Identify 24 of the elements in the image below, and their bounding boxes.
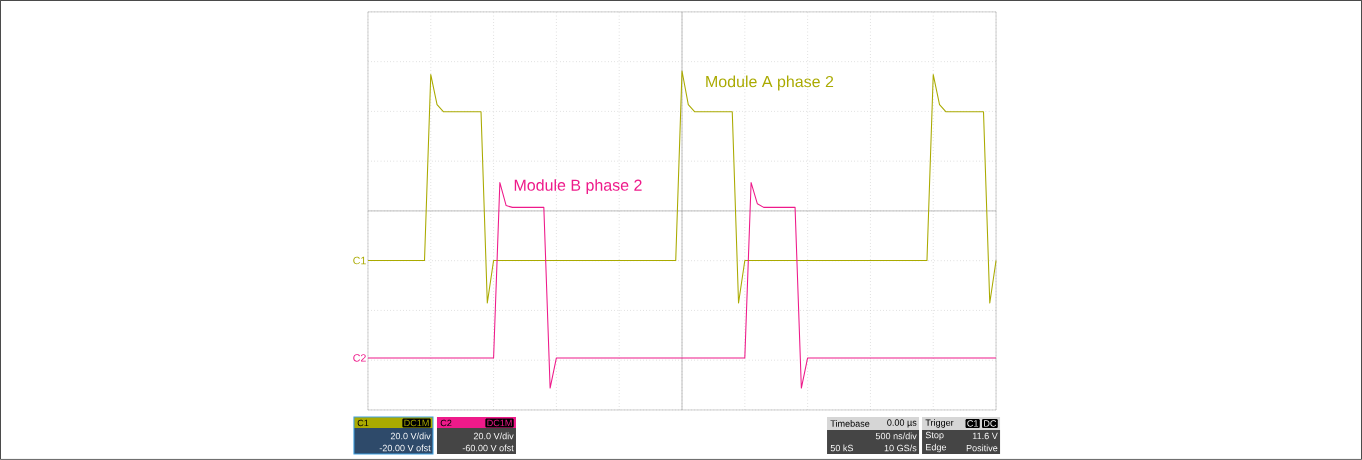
text: Edge: [926, 443, 947, 453]
text: 20.0 V/div: [390, 432, 431, 440]
text: -60.00 V ofst: [462, 444, 514, 452]
text: C1: [967, 420, 979, 427]
text: 0.00 µs: [887, 419, 917, 428]
text: Positive: [966, 444, 998, 452]
text: 500 ns/div: [875, 432, 917, 440]
text: DC: [984, 420, 997, 427]
series-label: Module B phase 2: [514, 179, 642, 195]
series-label: Module A phase 2: [706, 75, 834, 91]
text: Trigger: [925, 419, 954, 428]
text: 10 GS/s: [884, 444, 917, 452]
text: Timebase: [830, 420, 870, 427]
text: DC1M: [487, 419, 512, 427]
text: DC1M: [404, 419, 429, 427]
text: 50 kS: [830, 444, 854, 452]
text: -20.00 V ofst: [379, 444, 431, 452]
text: 20.0 V/div: [473, 432, 514, 440]
text: Stop: [925, 431, 944, 441]
text: C2: [440, 419, 452, 427]
text: 11.6 V: [972, 432, 998, 440]
text: C1: [357, 419, 369, 427]
text: C2: [353, 354, 366, 362]
text: C1: [353, 256, 366, 265]
